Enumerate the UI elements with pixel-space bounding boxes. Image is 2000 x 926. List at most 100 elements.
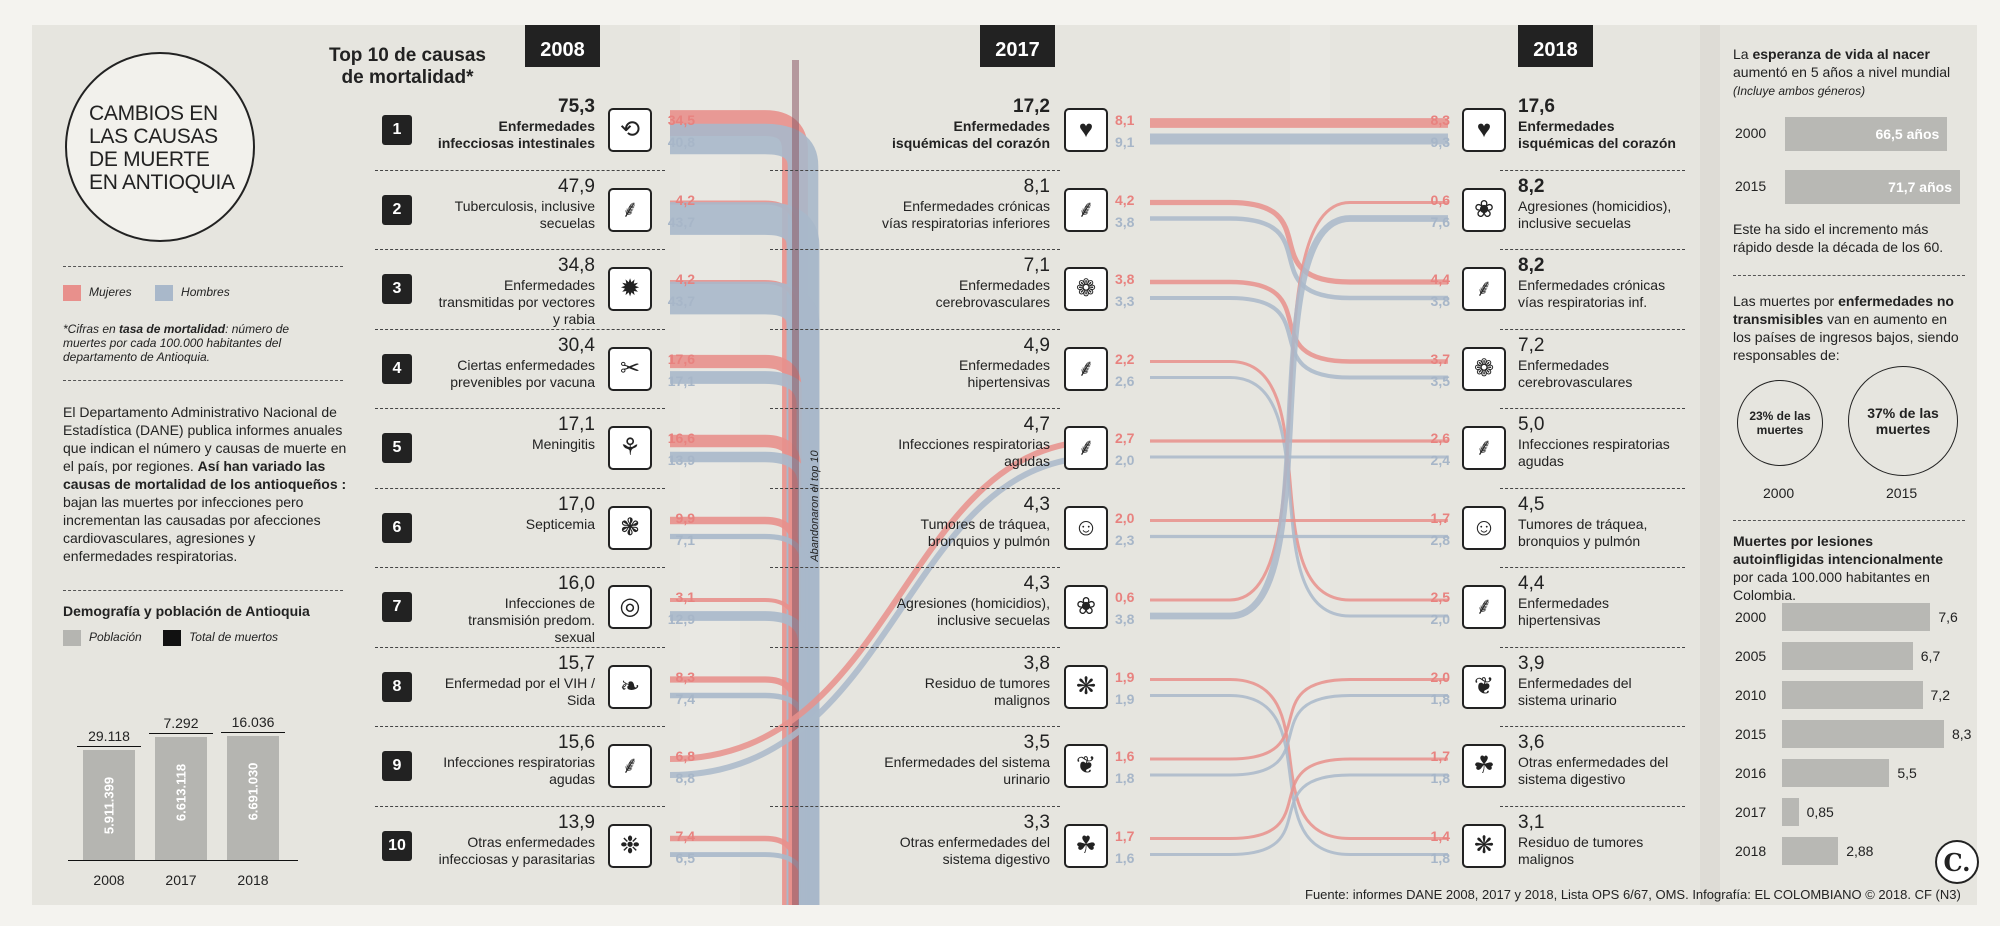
hombres-value: 2,3	[1115, 531, 1135, 548]
lungs-icon-glyph: ⸙	[621, 195, 639, 223]
rate-value: 8,2	[1518, 255, 1545, 276]
year-tab-2008: 2008	[525, 25, 600, 67]
row-separator	[770, 646, 1060, 648]
mujeres-value: 1,7	[1430, 509, 1450, 526]
head-profile-icon-glyph: ☺	[1073, 513, 1099, 541]
row-separator	[1500, 328, 1685, 330]
cause-name: Enfermedades transmitidas por vectores y…	[438, 277, 595, 327]
dropped-label: Abandonaron el top 10	[809, 450, 821, 562]
row-separator	[1500, 249, 1685, 250]
rate-2017: 3,8 Residuo de tumores malignos	[880, 653, 1050, 709]
life-post: aumentó en 5 años a nivel mundial	[1733, 64, 1951, 80]
demography-title: Demografía y población de Antioquia	[63, 603, 310, 619]
rate-value: 5,0	[1518, 414, 1545, 435]
suicide-bar	[1782, 798, 1799, 826]
rank-badge: 2	[382, 194, 412, 225]
x-axis	[68, 860, 298, 861]
population-bar	[155, 737, 207, 860]
suicide-bar	[1782, 759, 1890, 787]
rate-2018: 3,9 Enfermedades del sistema urinario	[1518, 653, 1683, 709]
rank-badge: 4	[382, 353, 412, 384]
heart-icon: ♥	[1064, 108, 1108, 152]
mujeres-value: 1,7	[1430, 748, 1450, 764]
rate-value: 3,8	[1023, 652, 1050, 674]
hombres-value: 1,8	[1430, 770, 1450, 786]
row-separator	[375, 249, 665, 250]
brain-icon-glyph: ❁	[1473, 354, 1495, 382]
parasite-icon: ❉	[608, 823, 652, 868]
suicide-year-label: 2005	[1735, 648, 1767, 664]
cause-name: Enfermedades cerebrovasculares	[935, 277, 1050, 310]
lungs-icon: ⸙	[1462, 267, 1506, 311]
mujeres-value: 4,4	[1430, 271, 1450, 287]
hombres-value: 43,7	[667, 293, 695, 309]
infected-lungs-icon: ⸙	[1064, 426, 1108, 470]
hombres-value: 1,8	[1115, 770, 1135, 786]
row-separator	[1500, 487, 1685, 489]
flow-2017-2018-mujeres-9	[1150, 678, 1448, 761]
mujeres-value: 2,2	[1115, 350, 1135, 367]
hombres-value: 3,8	[1115, 213, 1135, 230]
population-bar	[83, 750, 135, 860]
legend-label-poblacion: Población	[89, 630, 142, 645]
mujeres-value: 2,7	[1115, 430, 1135, 446]
intestine-icon-glyph: ⟲	[619, 116, 641, 143]
mujeres-value: 2,0	[1115, 509, 1135, 526]
hombres-value: 9,1	[1115, 134, 1135, 150]
rate-value: 4,7	[1023, 414, 1050, 435]
suicide-bar	[1782, 837, 1839, 865]
infected-lungs-icon-glyph: ⸙	[621, 752, 639, 779]
brain-icon-glyph: ❁	[1075, 275, 1097, 302]
cause-name: Meningitis	[531, 436, 595, 452]
rank-badge: 10	[382, 830, 412, 861]
cause-name: Ciertas enfermedades prevenibles por vac…	[450, 356, 595, 390]
rate-value: 34,8	[558, 255, 595, 276]
rate-note-bold: tasa de mortalidad	[119, 322, 226, 336]
hombres-value: 1,9	[1115, 690, 1135, 707]
row-separator	[375, 169, 665, 171]
suicide-bar	[1782, 681, 1923, 709]
intro-text-2: bajan las muertes por infecciones pero i…	[63, 494, 321, 564]
hombres-value: 2,4	[1430, 452, 1450, 468]
cause-name: Tuberculosis, inclusive secuelas	[454, 197, 595, 231]
hombres-value: 2,0	[1430, 611, 1450, 627]
legend-swatch-muertos	[163, 630, 182, 646]
rate-2008: 75,3 Enfermedades infecciosas intestinale…	[430, 96, 595, 152]
rate-value: 3,5	[1023, 732, 1050, 753]
rate-value: 4,3	[1023, 493, 1050, 515]
gender-legend: Mujeres Hombres	[63, 285, 230, 301]
divider	[63, 590, 343, 591]
row-separator	[1500, 726, 1685, 727]
rate-value: 7,2	[1518, 334, 1545, 356]
rank-badge: 1	[382, 115, 412, 145]
ribbon-icon-glyph: ❧	[619, 672, 641, 700]
hombres-value: 3,8	[1430, 293, 1450, 309]
rate-value: 17,2	[1013, 96, 1050, 117]
lungs-icon-glyph: ⸙	[1077, 195, 1095, 223]
cause-name: Enfermedad por el VIH / Sida	[444, 674, 595, 708]
life-bar-label: 66,5 años	[1875, 126, 1940, 142]
life-pre: La	[1733, 46, 1753, 62]
mujeres-value: 1,9	[1115, 668, 1135, 685]
top10-title: Top 10 de causas de mortalidad*	[329, 45, 486, 88]
row-separator	[770, 567, 1060, 568]
row-separator	[1500, 169, 1685, 171]
brain-head-icon: ⚘	[608, 426, 652, 470]
cause-name: Enfermedades crónicas vías respiratorias…	[881, 197, 1050, 231]
lungs-icon: ⸙	[608, 187, 652, 232]
rate-value: 8,1	[1023, 175, 1050, 197]
brain-icon: ❁	[1462, 346, 1506, 391]
column-band	[1290, 25, 1330, 905]
row-separator	[770, 249, 1060, 250]
cause-name: Tumores de tráquea, bronquios y pulmón	[1518, 515, 1648, 549]
life-bar: 71,7 años	[1785, 170, 1960, 204]
cause-name: Enfermedades crónicas vías respiratorias…	[1518, 277, 1666, 310]
cause-name: Infecciones respiratorias agudas	[898, 436, 1050, 469]
rate-value: 3,6	[1518, 732, 1545, 753]
kidneys-icon-glyph: ❦	[1473, 672, 1495, 700]
rate-2017: 8,1 Enfermedades crónicas vías respirator…	[880, 176, 1050, 232]
rate-2008: 34,8 Enfermedades transmitidas por vector…	[430, 255, 595, 328]
rate-2018: 7,2 Enfermedades cerebrovasculares	[1518, 335, 1683, 391]
el-colombiano-logo: C.	[1935, 840, 1979, 884]
divider	[63, 266, 343, 267]
